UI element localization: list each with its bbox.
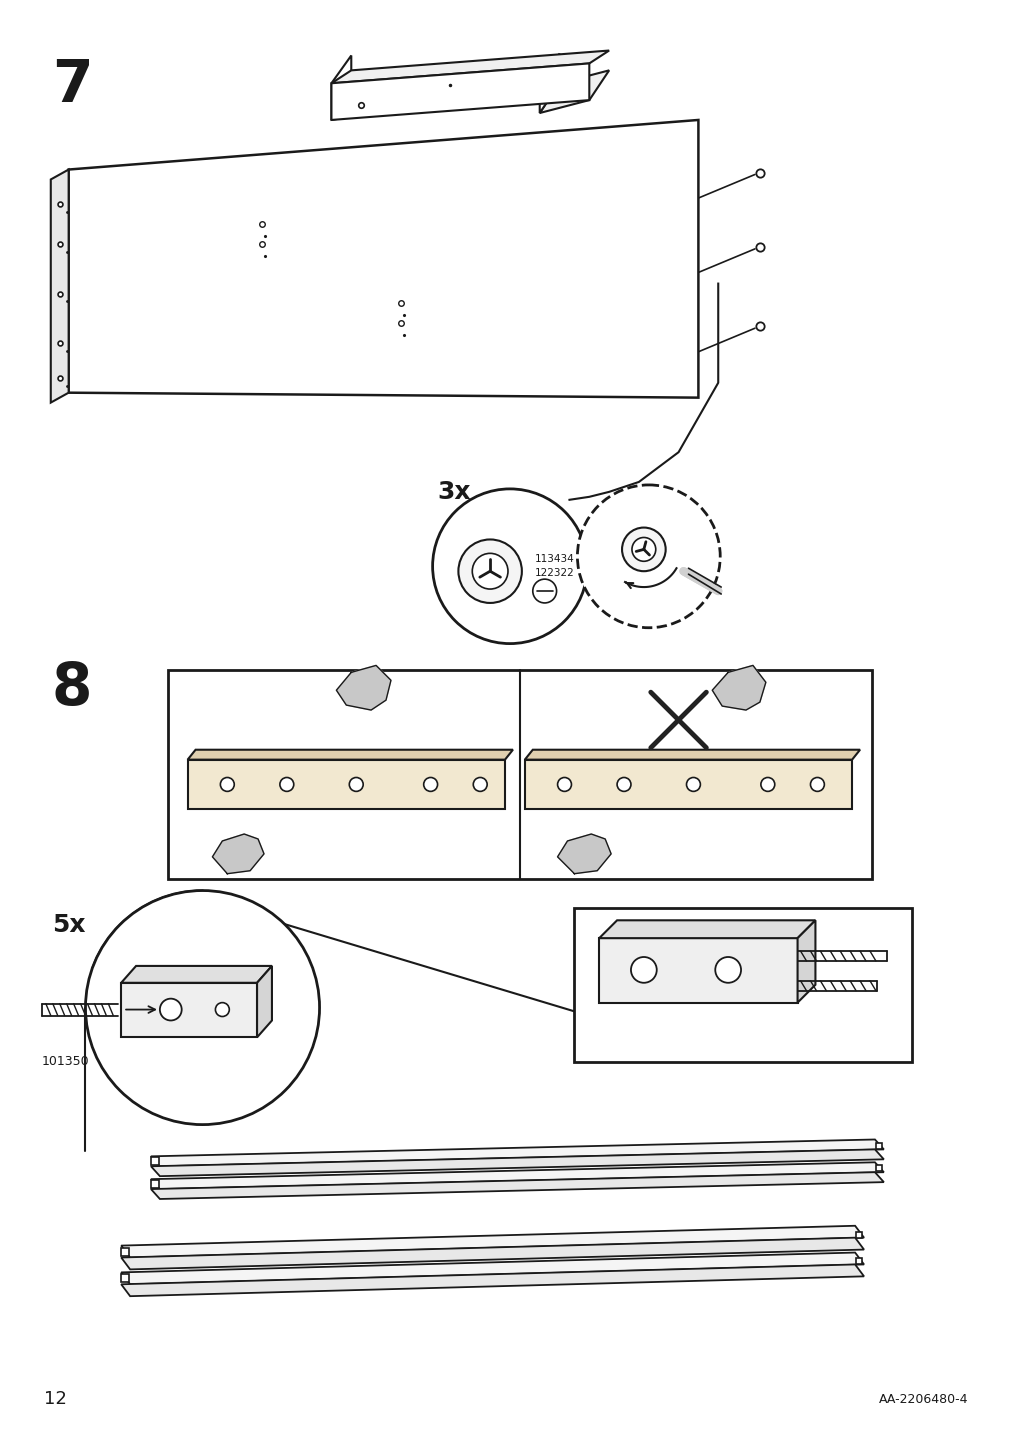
Polygon shape: [121, 1264, 863, 1296]
Circle shape: [220, 778, 234, 792]
Circle shape: [432, 488, 586, 643]
Circle shape: [532, 579, 556, 603]
Polygon shape: [332, 86, 390, 120]
Polygon shape: [336, 666, 390, 710]
Polygon shape: [187, 759, 504, 809]
Circle shape: [349, 778, 363, 792]
Bar: [168, 670, 871, 879]
Circle shape: [810, 778, 824, 792]
Circle shape: [622, 527, 665, 571]
Circle shape: [685, 778, 700, 792]
Polygon shape: [121, 982, 257, 1037]
Text: 7: 7: [52, 57, 92, 115]
Polygon shape: [557, 833, 611, 874]
Polygon shape: [212, 833, 264, 874]
Polygon shape: [525, 750, 859, 759]
Circle shape: [760, 778, 774, 792]
Bar: [574, 908, 911, 1063]
Text: 113434: 113434: [534, 554, 574, 564]
Polygon shape: [599, 921, 815, 938]
Circle shape: [631, 537, 655, 561]
Circle shape: [630, 957, 656, 982]
Circle shape: [280, 778, 293, 792]
Polygon shape: [525, 759, 851, 809]
Polygon shape: [797, 921, 815, 1002]
Polygon shape: [151, 1140, 883, 1166]
Polygon shape: [151, 1150, 883, 1176]
Circle shape: [160, 998, 182, 1021]
Text: 101350: 101350: [41, 1055, 89, 1068]
Polygon shape: [51, 169, 69, 402]
Circle shape: [424, 778, 437, 792]
Circle shape: [458, 540, 522, 603]
Polygon shape: [539, 70, 609, 113]
Text: 12: 12: [43, 1390, 67, 1408]
Circle shape: [472, 553, 508, 589]
Text: 3x: 3x: [437, 480, 470, 504]
Text: AA-2206480-4: AA-2206480-4: [878, 1393, 968, 1406]
Circle shape: [85, 891, 319, 1124]
Polygon shape: [332, 63, 588, 120]
Text: 8: 8: [52, 660, 92, 717]
Circle shape: [577, 485, 720, 627]
Polygon shape: [151, 1163, 883, 1189]
Polygon shape: [121, 1237, 863, 1269]
Circle shape: [473, 778, 486, 792]
Polygon shape: [121, 1253, 863, 1285]
Polygon shape: [332, 50, 609, 83]
Circle shape: [617, 778, 630, 792]
Polygon shape: [539, 53, 559, 113]
Polygon shape: [332, 56, 351, 120]
Polygon shape: [121, 1226, 863, 1257]
Polygon shape: [187, 750, 513, 759]
Polygon shape: [151, 1173, 883, 1199]
Polygon shape: [69, 120, 698, 398]
Polygon shape: [712, 666, 765, 710]
Text: 5x: 5x: [52, 914, 85, 938]
Polygon shape: [599, 938, 797, 1002]
Polygon shape: [121, 967, 272, 982]
Circle shape: [215, 1002, 229, 1017]
Text: 122322: 122322: [534, 569, 574, 579]
Circle shape: [715, 957, 740, 982]
Circle shape: [557, 778, 571, 792]
Polygon shape: [257, 967, 272, 1037]
